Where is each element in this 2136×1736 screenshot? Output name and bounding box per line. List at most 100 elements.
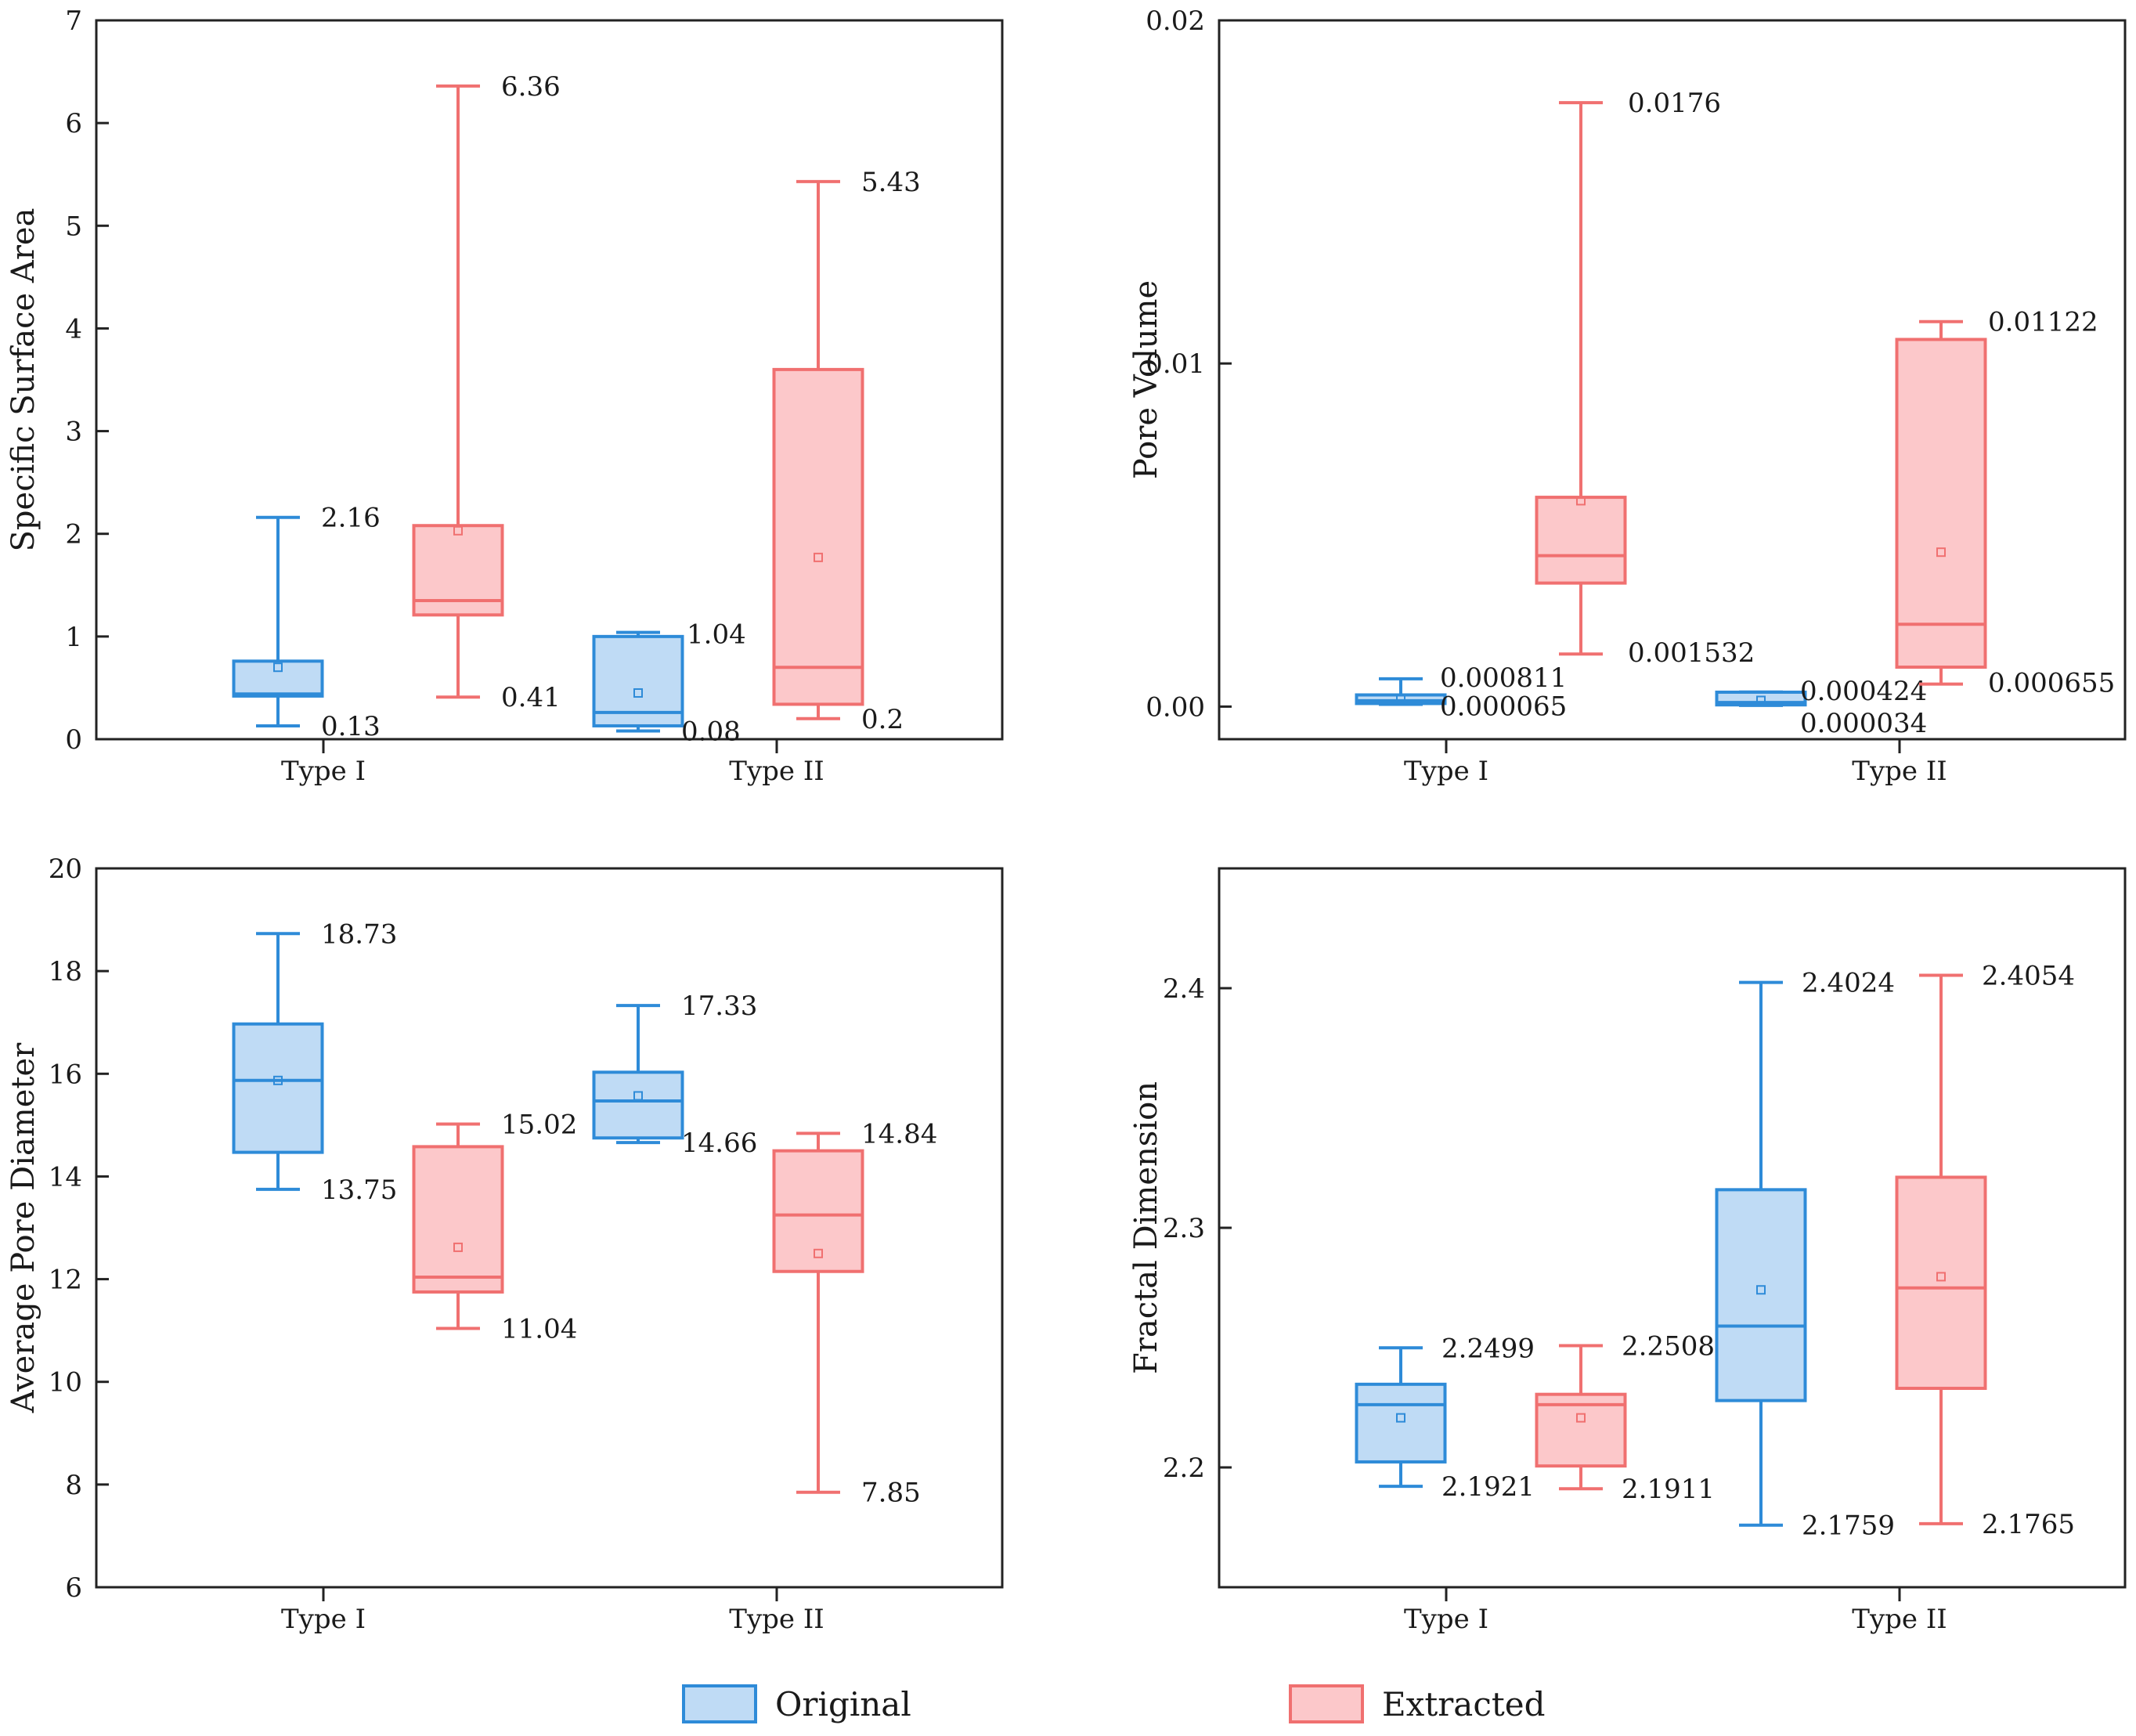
- legend-swatch-extracted: [1289, 1684, 1364, 1723]
- y-tick-label: 6: [65, 1572, 82, 1604]
- max-value-label: 18.73: [321, 919, 397, 950]
- iqr-box: [1715, 1188, 1807, 1402]
- min-value-label: 0.000655: [1988, 668, 2115, 699]
- max-value-label: 15.02: [501, 1110, 577, 1141]
- mean-marker: [273, 1075, 283, 1085]
- min-value-label: 0.08: [681, 716, 741, 748]
- y-tick-label: 0.00: [1146, 691, 1205, 723]
- y-tick-label: 2.4: [1163, 973, 1205, 1005]
- x-tick-label: Type I: [281, 756, 366, 787]
- box-extracted-2: 0.01122 0.000655: [1895, 307, 2115, 699]
- y-tick-label: 2.2: [1163, 1453, 1205, 1484]
- max-value-label: 5.43: [861, 167, 921, 198]
- y-axis-label: Specific Surface Area: [5, 208, 41, 552]
- box-extracted-1: 2.2508 2.1911: [1535, 1331, 1715, 1505]
- min-value-label: 0.2: [861, 704, 904, 735]
- max-value-label: 2.4054: [1982, 960, 2075, 991]
- iqr-box: [772, 367, 864, 706]
- mean-marker: [273, 662, 283, 673]
- mean-marker: [1756, 695, 1766, 706]
- min-value-label: 14.66: [681, 1128, 757, 1159]
- y-tick-label: 0.01: [1146, 348, 1205, 380]
- min-value-label: 0.000034: [1800, 708, 1927, 739]
- panel-pv: 0.00 0.01 0.02 Type I Type II Pore Volume 0.00…: [1128, 5, 2127, 787]
- mean-marker: [1396, 1413, 1405, 1423]
- mean-marker: [1396, 694, 1405, 704]
- y-tick-label: 14: [49, 1161, 82, 1193]
- max-value-label: 2.4024: [1802, 968, 1895, 999]
- box-extracted-2: 5.43 0.2: [772, 167, 921, 735]
- legend: Original Extracted: [682, 1684, 1545, 1723]
- box-original-2: 2.4024 2.1759: [1715, 968, 1895, 1542]
- box-original-1: 2.16 0.13: [232, 503, 381, 742]
- panel-fd: 2.2 2.3 2.4 Type I Type II Fractal Dimension 2…: [1128, 867, 2127, 1635]
- min-value-label: 0.001532: [1628, 637, 1755, 669]
- mean-marker: [1576, 1413, 1586, 1423]
- x-tick-label: Type II: [729, 756, 824, 787]
- y-tick-label: 6: [65, 108, 82, 139]
- mean-marker: [1936, 547, 1946, 558]
- x-tick-label: Type II: [1852, 1604, 1947, 1635]
- iqr-box: [1895, 337, 1987, 669]
- panel-ssa: 0 1 2 3 4 5 6 7 Type I Type II Specific Surface Ar…: [5, 5, 1004, 787]
- y-tick-label: 1: [65, 622, 82, 653]
- iqr-box: [1535, 496, 1627, 585]
- min-value-label: 2.1921: [1441, 1471, 1535, 1503]
- panel-apd: 6 8 10 12 14 16 18 20 Type I Type II Average Pore …: [5, 854, 1004, 1635]
- iqr-box: [232, 1022, 324, 1154]
- y-axis-label: Fractal Dimension: [1128, 1081, 1164, 1374]
- y-tick-label: 12: [49, 1265, 82, 1296]
- y-tick-label: 2: [65, 519, 82, 550]
- y-tick-label: 16: [49, 1059, 82, 1090]
- y-tick-label: 8: [65, 1470, 82, 1501]
- plot-frame: [95, 19, 1004, 741]
- mean-marker: [1756, 1285, 1766, 1295]
- iqr-box: [1355, 1382, 1447, 1464]
- mean-marker: [633, 1091, 643, 1101]
- box-extracted-2: 2.4054 2.1765: [1895, 960, 2075, 1540]
- mean-marker: [814, 1248, 823, 1258]
- min-value-label: 2.1911: [1622, 1474, 1715, 1505]
- legend-label-original: Original: [775, 1685, 911, 1723]
- box-extracted-2: 14.84 7.85: [772, 1118, 937, 1509]
- mean-marker: [453, 1242, 463, 1252]
- mean-marker: [1936, 1272, 1946, 1282]
- y-tick-label: 10: [49, 1367, 82, 1399]
- iqr-box: [1895, 1175, 1987, 1391]
- min-value-label: 0.41: [501, 682, 561, 713]
- iqr-box: [772, 1149, 864, 1273]
- max-value-label: 0.0176: [1628, 88, 1721, 119]
- min-value-label: 0.000065: [1440, 691, 1567, 723]
- min-value-label: 7.85: [861, 1478, 921, 1509]
- min-value-label: 2.1759: [1802, 1510, 1895, 1542]
- box-original-2: 1.04 0.08: [592, 619, 746, 748]
- min-value-label: 13.75: [321, 1175, 397, 1206]
- mean-marker: [814, 552, 823, 562]
- legend-swatch-original: [682, 1684, 757, 1723]
- y-tick-label: 2.3: [1163, 1213, 1205, 1244]
- mean-marker: [453, 525, 463, 536]
- max-value-label: 14.84: [861, 1118, 937, 1150]
- box-original-1: 2.2499 2.1921: [1355, 1333, 1535, 1503]
- y-tick-label: 18: [49, 956, 82, 987]
- y-tick-label: 3: [65, 417, 82, 448]
- x-tick-label: Type I: [281, 1604, 366, 1635]
- box-extracted-1: 15.02 11.04: [412, 1110, 577, 1345]
- min-value-label: 2.1765: [1982, 1509, 2075, 1540]
- y-tick-label: 0.02: [1146, 5, 1205, 37]
- y-axis-label: Pore Volume: [1128, 280, 1164, 479]
- legend-label-extracted: Extracted: [1382, 1685, 1545, 1723]
- min-value-label: 11.04: [501, 1314, 577, 1345]
- y-tick-label: 20: [49, 854, 82, 885]
- max-value-label: 17.33: [681, 991, 757, 1022]
- iqr-box: [1535, 1392, 1627, 1468]
- y-tick-label: 0: [65, 724, 82, 756]
- y-tick-label: 4: [65, 313, 82, 345]
- iqr-box: [412, 1145, 504, 1294]
- box-original-1: 18.73 13.75: [232, 919, 397, 1206]
- max-value-label: 2.16: [321, 503, 381, 534]
- mean-marker: [633, 688, 643, 698]
- box-original-2: 17.33 14.66: [592, 991, 757, 1159]
